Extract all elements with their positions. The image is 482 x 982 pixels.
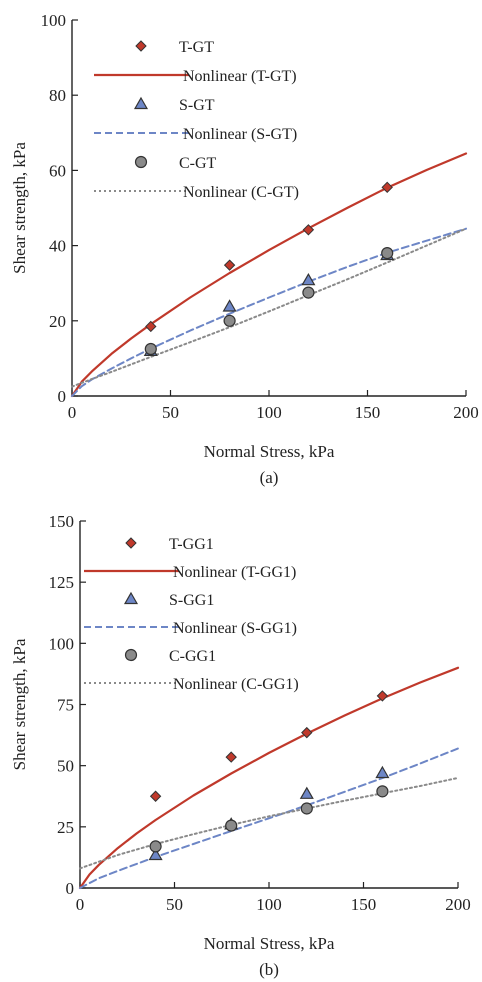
x-tick-label: 50: [162, 403, 179, 422]
chart-panel-a: 0 50 100 150 200 0 20 40 60 80 100 Normal Stress, k…: [10, 11, 479, 487]
x-tick-label: 150: [355, 403, 381, 422]
data-point-s-gg1: [299, 786, 314, 799]
data-point-t-gg1: [225, 751, 237, 763]
legend-marker: [134, 155, 148, 169]
data-point-t-gt: [302, 224, 315, 236]
y-tick-label: 0: [58, 387, 67, 406]
y-tick-label: 75: [57, 696, 74, 715]
legend-marker: [123, 591, 139, 605]
series-curve-nonlinear-c-gg1-: [79, 776, 459, 870]
y-tick-label: 100: [41, 11, 67, 30]
legend-label: T-GT: [179, 39, 214, 56]
series-curve-nonlinear-c-gt-: [71, 227, 467, 388]
legend: T-GT Nonlinear (T-GT) S-GT Nonlinear (S-GT)…: [94, 39, 299, 201]
legend-label: Nonlinear (C-GG1): [173, 676, 299, 693]
x-axis-label: Normal Stress, kPa: [204, 934, 335, 953]
legend-label: C-GG1: [169, 648, 216, 665]
legend-label: S-GG1: [169, 592, 214, 609]
data-point-t-gg1: [376, 690, 389, 702]
legend-marker: [125, 537, 137, 549]
x-tick-label: 200: [445, 895, 471, 914]
data-point-c-gt: [381, 247, 394, 260]
data-point-t-gg1: [301, 726, 313, 739]
x-axis-label: Normal Stress, kPa: [204, 442, 335, 461]
legend-marker: [133, 96, 149, 110]
y-tick-label: 0: [66, 879, 75, 898]
data-point-t-gt: [223, 259, 236, 271]
legend-label: C-GT: [179, 155, 217, 172]
x-tick-label: 0: [76, 895, 85, 914]
data-point-t-gt: [145, 320, 157, 333]
y-tick-label: 60: [49, 161, 66, 180]
data-point-t-gg1: [149, 790, 162, 802]
legend-label: Nonlinear (S-GT): [183, 126, 297, 143]
data-point-c-gt: [223, 314, 236, 327]
data-point-s-gg1: [148, 847, 163, 861]
y-tick-label: 125: [49, 573, 75, 592]
y-tick-label: 40: [49, 237, 66, 256]
legend-label: Nonlinear (S-GG1): [173, 620, 297, 637]
data-point-t-gt: [381, 181, 393, 194]
x-tick-label: 100: [256, 403, 282, 422]
legend-label: S-GT: [179, 97, 215, 114]
panel-label: (a): [260, 468, 279, 487]
y-tick-label: 100: [49, 634, 75, 653]
y-tick-label: 150: [49, 512, 75, 531]
data-point-c-gt: [302, 286, 315, 299]
legend-marker: [135, 40, 147, 52]
x-tick-label: 150: [351, 895, 377, 914]
y-tick-label: 80: [49, 86, 66, 105]
series-curve-nonlinear-t-gt-: [70, 152, 468, 398]
x-tick-label: 0: [68, 403, 77, 422]
legend-label: Nonlinear (T-GG1): [173, 564, 296, 581]
data-point-c-gt: [144, 342, 157, 356]
x-tick-label: 200: [453, 403, 479, 422]
panel-label: (b): [259, 960, 279, 979]
data-point-c-gg1: [376, 785, 389, 798]
y-tick-label: 50: [57, 757, 74, 776]
chart-panel-b: 0 50 100 150 200 0 25 50 75 100 125 150 Normal Stres…: [10, 512, 471, 979]
legend-label: Nonlinear (C-GT): [183, 184, 299, 201]
series-curve-nonlinear-t-gg1-: [78, 666, 460, 890]
series-curve-nonlinear-s-gg1-: [79, 747, 459, 889]
data-point-c-gg1: [300, 802, 313, 815]
data-point-s-gt: [222, 299, 237, 312]
legend: T-GG1 Nonlinear (T-GG1) S-GG1 Nonlinear (S-…: [84, 536, 299, 693]
legend-label: T-GG1: [169, 536, 214, 553]
data-point-s-gg1: [375, 765, 390, 779]
y-tick-label: 25: [57, 818, 74, 837]
legend-label: Nonlinear (T-GT): [183, 68, 297, 85]
y-tick-label: 20: [49, 312, 66, 331]
legend-marker: [124, 648, 138, 662]
x-tick-label: 50: [166, 895, 183, 914]
x-tick-label: 100: [256, 895, 282, 914]
y-axis-label: Shear strength, kPa: [10, 638, 29, 770]
data-point-s-gt: [301, 272, 316, 286]
y-axis-label: Shear strength, kPa: [10, 142, 29, 274]
data-point-c-gg1: [149, 840, 162, 853]
data-point-c-gg1: [225, 819, 238, 832]
